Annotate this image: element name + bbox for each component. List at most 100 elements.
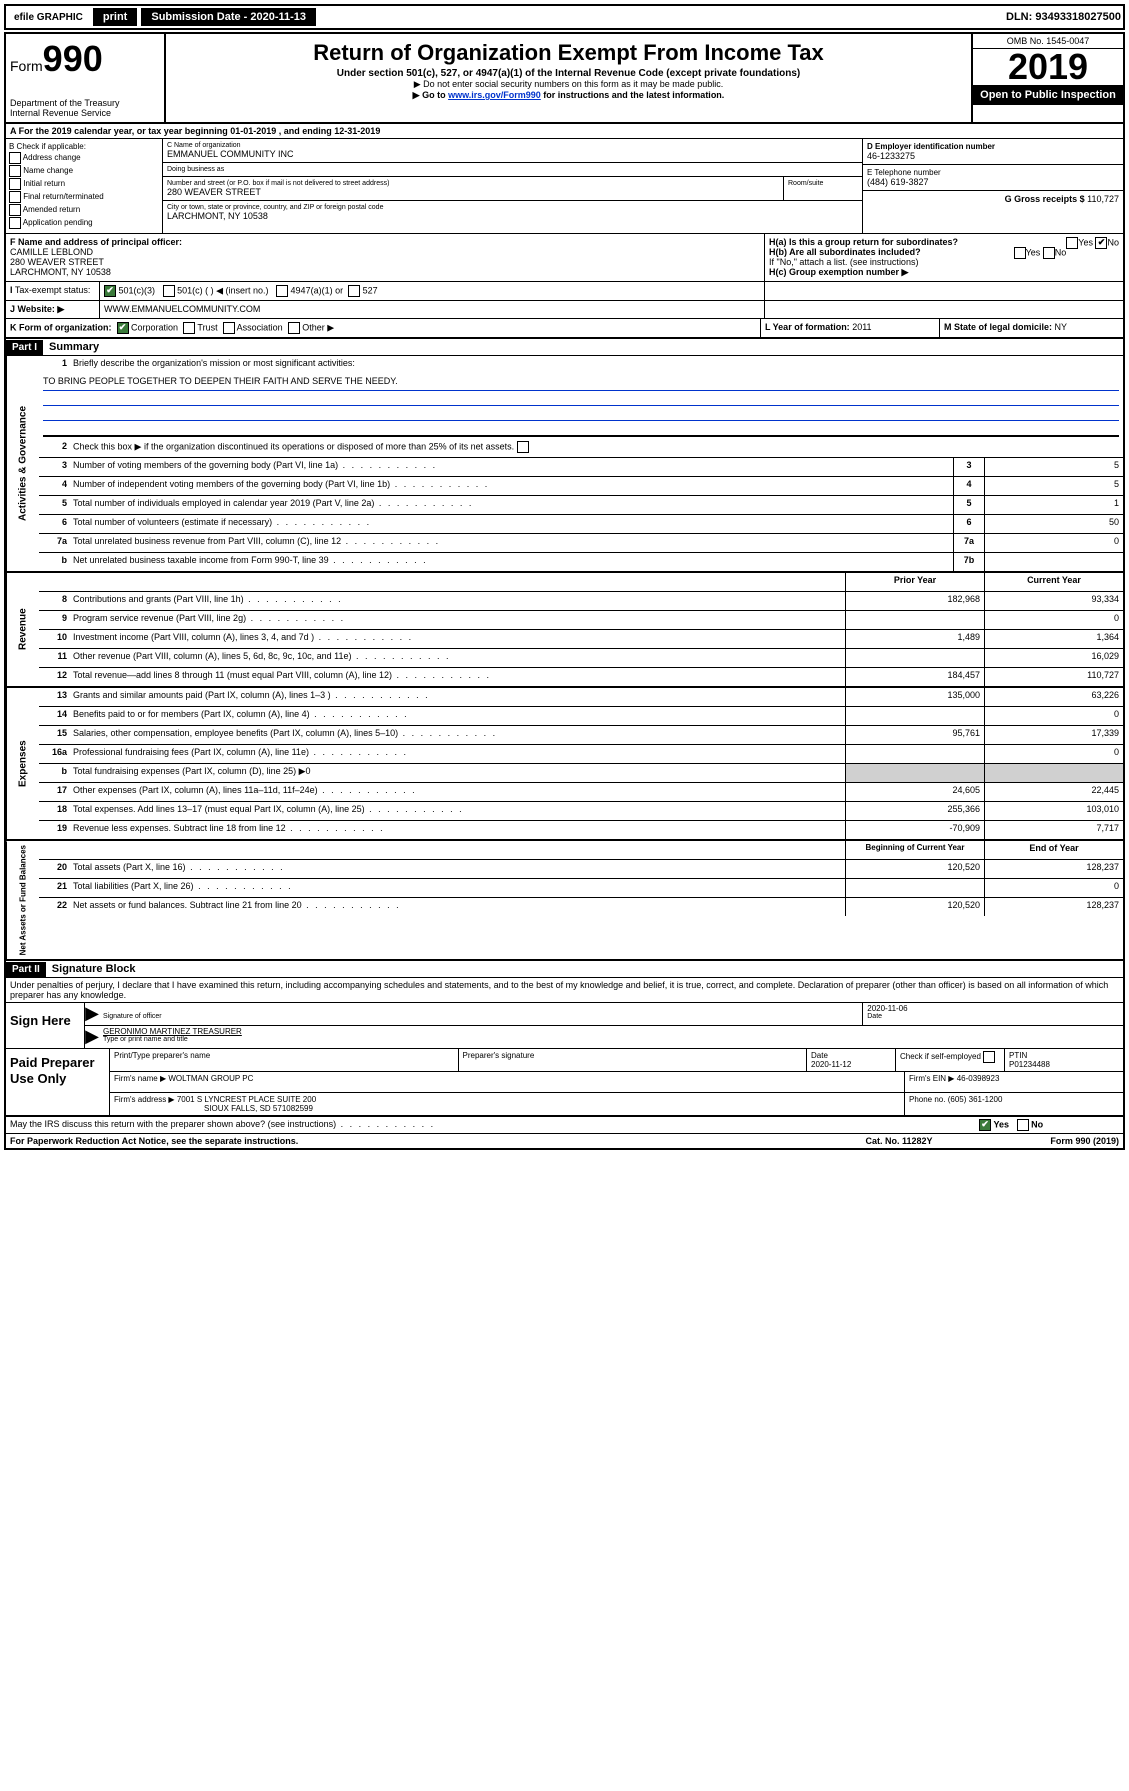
firm-city: SIOUX FALLS, SD 571082599 [204, 1104, 313, 1113]
part1-title: Summary [43, 339, 105, 355]
form-number: 990 [43, 38, 103, 79]
net-assets-section: Net Assets or Fund Balances Beginning of… [6, 841, 1123, 961]
top-toolbar: efile GRAPHIC print Submission Date - 20… [4, 4, 1125, 30]
form-subtitle: Under section 501(c), 527, or 4947(a)(1)… [170, 68, 967, 79]
corp-checkbox[interactable] [117, 322, 129, 334]
gross-value: 110,727 [1087, 194, 1119, 204]
officer-addr2: LARCHMONT, NY 10538 [10, 267, 111, 277]
officer-group-row: F Name and address of principal officer:… [6, 234, 1123, 282]
ein-label: D Employer identification number [867, 142, 1119, 151]
hb-yes-checkbox[interactable] [1014, 247, 1026, 259]
form-note1: ▶ Do not enter social security numbers o… [170, 79, 967, 90]
summary-line: 12Total revenue—add lines 8 through 11 (… [39, 668, 1123, 686]
city-value: LARCHMONT, NY 10538 [167, 211, 858, 221]
box-b-option[interactable]: Name change [9, 165, 159, 177]
cat-number: Cat. No. 11282Y [819, 1136, 979, 1146]
form-header: Form990 Department of the Treasury Inter… [6, 34, 1123, 124]
summary-line: 6Total number of volunteers (estimate if… [39, 515, 1123, 534]
box-b-option[interactable]: Final return/terminated [9, 191, 159, 203]
summary-line: 13Grants and similar amounts paid (Part … [39, 688, 1123, 707]
summary-line: bTotal fundraising expenses (Part IX, co… [39, 764, 1123, 783]
governance-side-label: Activities & Governance [6, 356, 39, 571]
state-domicile: NY [1055, 322, 1068, 332]
summary-line: bNet unrelated business taxable income f… [39, 553, 1123, 571]
dept-label: Department of the Treasury [10, 98, 160, 108]
summary-line: 16aProfessional fundraising fees (Part I… [39, 745, 1123, 764]
firm-phone: (605) 361-1200 [948, 1095, 1003, 1104]
ein-value: 46-1233275 [867, 151, 1119, 161]
firm-ein: 46-0398923 [957, 1074, 1000, 1083]
discuss-yes-checkbox[interactable] [979, 1119, 991, 1131]
summary-line: 3Number of voting members of the governi… [39, 458, 1123, 477]
summary-line: 7aTotal unrelated business revenue from … [39, 534, 1123, 553]
summary-line: 10Investment income (Part VIII, column (… [39, 630, 1123, 649]
4947-checkbox[interactable] [276, 285, 288, 297]
summary-line: 14Benefits paid to or for members (Part … [39, 707, 1123, 726]
dba-label: Doing business as [167, 166, 858, 173]
open-to-public: Open to Public Inspection [973, 85, 1123, 105]
header-center: Return of Organization Exempt From Incom… [166, 34, 971, 122]
box-c: C Name of organization EMMANUEL COMMUNIT… [163, 139, 862, 233]
box-b-option[interactable]: Address change [9, 152, 159, 164]
discontinued-checkbox[interactable] [517, 441, 529, 453]
arrow-icon: ▶ [85, 1003, 99, 1025]
street-label: Number and street (or P.O. box if mail i… [167, 180, 779, 187]
penalty-statement: Under penalties of perjury, I declare th… [6, 978, 1123, 1003]
sign-here-label: Sign Here [6, 1003, 84, 1048]
bottom-footer: For Paperwork Reduction Act Notice, see … [6, 1134, 1123, 1148]
part2-header-row: Part II Signature Block [6, 961, 1123, 978]
irs-label: Internal Revenue Service [10, 108, 160, 118]
firm-name: WOLTMAN GROUP PC [168, 1074, 253, 1083]
tax-exempt-row: I Tax-exempt status: 501(c)(3) 501(c) ( … [6, 282, 1123, 301]
city-label: City or town, state or province, country… [167, 204, 858, 211]
tax-period-row: A For the 2019 calendar year, or tax yea… [6, 124, 1123, 139]
gross-label: G Gross receipts $ [1005, 194, 1085, 204]
klm-row: K Form of organization: Corporation Trus… [6, 319, 1123, 339]
trust-checkbox[interactable] [183, 322, 195, 334]
summary-line: 20Total assets (Part X, line 16)120,5201… [39, 860, 1123, 879]
discuss-row: May the IRS discuss this return with the… [6, 1117, 1123, 1134]
header-right: OMB No. 1545-0047 2019 Open to Public In… [971, 34, 1123, 122]
box-b-option[interactable]: Application pending [9, 217, 159, 229]
officer-addr1: 280 WEAVER STREET [10, 257, 104, 267]
sign-here-block: Sign Here ▶ Signature of officer 2020-11… [6, 1003, 1123, 1049]
501c-checkbox[interactable] [163, 285, 175, 297]
website-row: J Website: ▶ WWW.EMMANUELCOMMUNITY.COM [6, 301, 1123, 319]
summary-line: 11Other revenue (Part VIII, column (A), … [39, 649, 1123, 668]
box-b: B Check if applicable: Address change Na… [6, 139, 163, 233]
header-left: Form990 Department of the Treasury Inter… [6, 34, 166, 122]
box-b-option[interactable]: Amended return [9, 204, 159, 216]
summary-line: 15Salaries, other compensation, employee… [39, 726, 1123, 745]
net-side-label: Net Assets or Fund Balances [6, 841, 39, 959]
officer-print-name: GERONIMO MARTINEZ TREASURER [103, 1027, 1119, 1036]
room-label: Room/suite [788, 180, 858, 187]
revenue-side-label: Revenue [6, 573, 39, 686]
paid-preparer-block: Paid Preparer Use Only Print/Type prepar… [6, 1049, 1123, 1117]
part2-badge: Part II [6, 962, 46, 977]
527-checkbox[interactable] [348, 285, 360, 297]
part2-title: Signature Block [46, 961, 142, 977]
print-button[interactable]: print [93, 8, 137, 26]
identity-row: B Check if applicable: Address change Na… [6, 139, 1123, 234]
discuss-no-checkbox[interactable] [1017, 1119, 1029, 1131]
assoc-checkbox[interactable] [223, 322, 235, 334]
officer-name: CAMILLE LEBLOND [10, 247, 93, 257]
street-value: 280 WEAVER STREET [167, 187, 779, 197]
sign-date: 2020-11-06 [867, 1004, 1119, 1013]
ha-yes-checkbox[interactable] [1066, 237, 1078, 249]
part1-header-row: Part I Summary [6, 339, 1123, 356]
irs-link[interactable]: www.irs.gov/Form990 [448, 90, 541, 100]
self-employed-checkbox[interactable] [983, 1051, 995, 1063]
org-name: EMMANUEL COMMUNITY INC [167, 149, 858, 159]
form-label: Form [10, 58, 43, 74]
box-b-option[interactable]: Initial return [9, 178, 159, 190]
expenses-side-label: Expenses [6, 688, 39, 839]
ha-no-checkbox[interactable] [1095, 237, 1107, 249]
form-note2: ▶ Go to www.irs.gov/Form990 for instruct… [170, 90, 967, 101]
501c3-checkbox[interactable] [104, 285, 116, 297]
summary-line: 21Total liabilities (Part X, line 26)0 [39, 879, 1123, 898]
other-checkbox[interactable] [288, 322, 300, 334]
hb-no-checkbox[interactable] [1043, 247, 1055, 259]
efile-label: efile GRAPHIC [8, 9, 89, 26]
expenses-section: Expenses 13Grants and similar amounts pa… [6, 688, 1123, 841]
